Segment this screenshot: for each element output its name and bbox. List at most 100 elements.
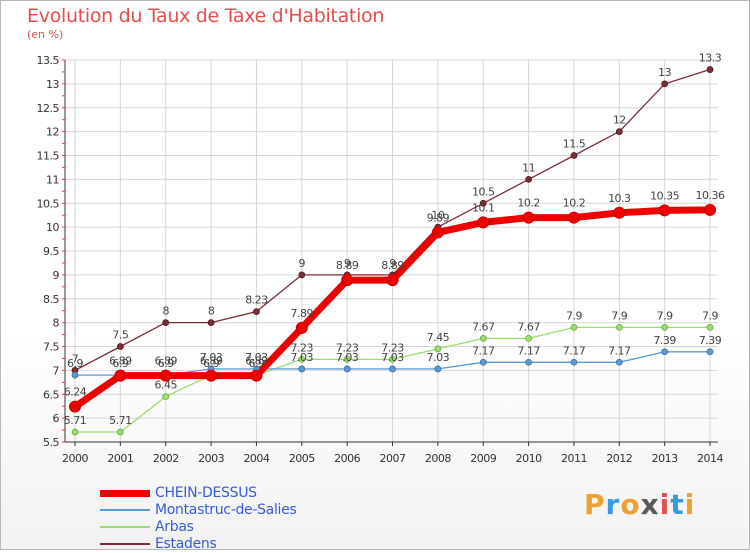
y-tick-label: 8.5 xyxy=(43,293,59,306)
point-label-chein-dessus: 10.36 xyxy=(696,189,725,202)
point-label-estadens: 10 xyxy=(431,209,444,222)
x-tick-label: 2002 xyxy=(153,452,179,465)
point-arbas xyxy=(706,323,714,331)
point-montastruc-de-salies xyxy=(434,365,442,373)
point-label-chein-dessus: 6.89 xyxy=(154,355,177,368)
series-layer xyxy=(69,66,717,436)
point-estadens xyxy=(570,152,578,159)
point-label-estadens: 8 xyxy=(162,305,169,318)
x-tick-label: 2010 xyxy=(516,452,542,465)
point-arbas xyxy=(389,355,396,363)
point-label-estadens: 8.23 xyxy=(245,294,268,307)
point-montastruc-de-salies xyxy=(525,358,532,366)
point-label-montastruc-de-salies: 6.9 xyxy=(67,357,83,370)
logo-letter: i xyxy=(659,488,671,521)
point-label-montastruc-de-salies: 6.9 xyxy=(158,357,174,370)
point-montastruc-de-salies xyxy=(71,371,79,379)
point-label-montastruc-de-salies: 7.17 xyxy=(517,344,540,357)
point-arbas xyxy=(162,393,170,401)
point-label-arbas: 6.45 xyxy=(154,379,177,392)
point-label-montastruc-de-salies: 7.03 xyxy=(381,351,404,364)
point-label-estadens: 13.3 xyxy=(699,52,722,65)
point-arbas xyxy=(525,334,532,342)
y-tick-label: 13 xyxy=(46,78,59,91)
point-label-montastruc-de-salies: 7.17 xyxy=(563,344,586,357)
point-montastruc-de-salies xyxy=(615,358,623,366)
point-label-montastruc-de-salies: 7.03 xyxy=(200,351,223,364)
x-tick-label: 2000 xyxy=(62,452,88,465)
point-chein-dessus xyxy=(613,206,626,219)
legend-label: Montastruc-de-Salies xyxy=(155,502,297,518)
legend-swatch xyxy=(100,509,150,511)
point-label-arbas: 7.67 xyxy=(517,320,540,333)
logo-letter: P xyxy=(584,488,606,521)
point-chein-dessus xyxy=(69,400,81,413)
point-arbas xyxy=(479,334,487,342)
y-tick-label: 10 xyxy=(46,221,59,234)
point-label-estadens: 10.5 xyxy=(472,185,495,198)
x-tick-label: 2007 xyxy=(380,452,406,465)
legend-label: CHEIN-DESSUS xyxy=(155,485,257,501)
point-label-estadens: 9 xyxy=(299,257,306,270)
point-label-montastruc-de-salies: 7.39 xyxy=(653,334,676,347)
point-label-estadens: 7.5 xyxy=(112,329,128,342)
point-label-montastruc-de-salies: 7.39 xyxy=(699,334,722,347)
point-arbas xyxy=(71,428,79,436)
y-tick-label: 6 xyxy=(53,412,60,425)
point-label-arbas: 7.23 xyxy=(291,341,314,354)
point-estadens xyxy=(162,319,170,327)
chart-title: Evolution du Taux de Taxe d'Habitation xyxy=(27,5,385,27)
point-arbas xyxy=(615,323,623,331)
point-chein-dessus xyxy=(114,369,127,382)
legend-label: Estadens xyxy=(155,536,217,552)
point-label-chein-dessus: 6.24 xyxy=(64,386,87,399)
point-estadens xyxy=(525,175,532,183)
point-label-montastruc-de-salies: 7.03 xyxy=(245,351,268,364)
point-label-arbas: 7.23 xyxy=(336,341,359,354)
y-tick-label: 11.5 xyxy=(37,150,60,163)
x-tick-label: 2013 xyxy=(652,452,678,465)
point-estadens xyxy=(615,128,623,136)
logo-letter: t xyxy=(670,488,685,521)
point-montastruc-de-salies xyxy=(389,365,396,373)
point-estadens xyxy=(116,343,124,350)
y-tick-label: 7 xyxy=(53,364,60,377)
legend-swatch xyxy=(100,526,150,528)
point-montastruc-de-salies xyxy=(343,365,351,373)
point-label-estadens: 8 xyxy=(208,305,215,318)
point-label-chein-dessus: 7.89 xyxy=(291,307,314,320)
point-chein-dessus xyxy=(658,204,671,217)
point-chein-dessus xyxy=(567,211,580,224)
point-chein-dessus xyxy=(205,369,218,382)
x-tick-label: 2011 xyxy=(561,452,587,465)
point-label-chein-dessus: 9.89 xyxy=(427,211,450,224)
point-label-arbas: 5.71 xyxy=(109,414,132,427)
y-tick-label: 7.5 xyxy=(43,341,59,354)
logo-letter: o xyxy=(620,488,641,521)
legend-label: Arbas xyxy=(155,519,194,535)
point-label-arbas: 7.9 xyxy=(611,309,627,322)
point-label-montastruc-de-salies: 7.17 xyxy=(472,344,495,357)
point-label-chein-dessus: 6.89 xyxy=(245,355,268,368)
point-chein-dessus xyxy=(704,203,717,216)
point-arbas xyxy=(298,355,306,363)
y-tick-label: 10.5 xyxy=(37,197,60,210)
point-montastruc-de-salies xyxy=(706,348,714,356)
point-estadens xyxy=(661,80,669,88)
point-chein-dessus xyxy=(250,369,263,382)
y-tick-label: 9.5 xyxy=(43,245,59,258)
point-estadens xyxy=(298,271,306,279)
y-tick-label: 9 xyxy=(53,269,60,282)
point-label-chein-dessus: 8.89 xyxy=(336,259,359,272)
axes: 5.5 6 6.5 7 7.5 8 8.5 9 9.5 10 10.5 11 11.5 12 12.5 13 1… xyxy=(37,54,725,465)
point-label-estadens: 9 xyxy=(344,257,351,270)
point-arbas xyxy=(434,345,442,353)
x-tick-label: 2003 xyxy=(198,452,224,465)
point-estadens xyxy=(706,66,714,73)
legend-swatch xyxy=(100,543,150,545)
point-label-arbas: 6.9 xyxy=(248,357,264,370)
point-estadens xyxy=(253,308,260,316)
point-label-arbas: 7.9 xyxy=(657,309,673,322)
logo-letter: i xyxy=(684,488,696,521)
